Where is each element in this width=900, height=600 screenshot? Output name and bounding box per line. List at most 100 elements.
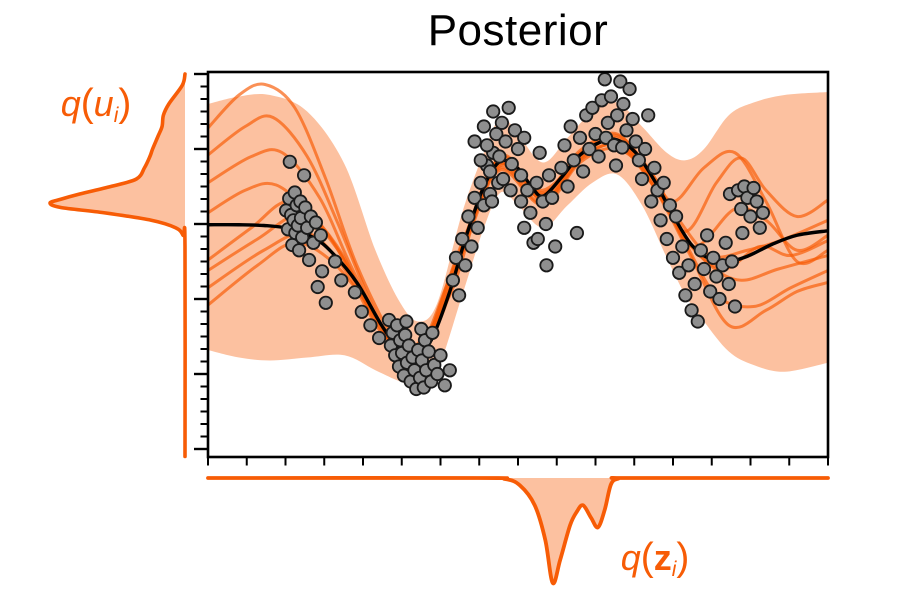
label-subscript: i (113, 103, 119, 127)
data-point (363, 318, 378, 333)
left-density-curve (48, 72, 187, 459)
data-point (532, 145, 547, 160)
data-point (662, 198, 678, 213)
data-point (327, 254, 343, 269)
bottom-density-fill (208, 477, 828, 584)
label-variable: u (93, 83, 114, 124)
data-point (541, 168, 557, 183)
data-point (727, 299, 743, 314)
data-point (503, 183, 518, 198)
data-point (755, 205, 771, 220)
label-close-paren: ) (676, 536, 690, 579)
bottom-marginal-label: q(zi) (580, 536, 730, 582)
data-point (371, 330, 387, 346)
y-axis-ticks (194, 72, 208, 451)
data-point (575, 164, 591, 179)
data-point (619, 123, 634, 138)
data-point (467, 134, 482, 149)
data-point (334, 273, 349, 288)
data-point (706, 250, 721, 265)
data-point (318, 295, 333, 310)
data-point (703, 284, 718, 299)
data-point (484, 194, 500, 209)
data-point (566, 153, 581, 168)
data-point (672, 265, 687, 280)
data-point (538, 216, 554, 232)
data-point (749, 194, 764, 209)
data-point (448, 250, 464, 265)
data-point (634, 171, 650, 187)
data-point (548, 239, 563, 254)
data-point (492, 149, 507, 164)
data-point (442, 363, 457, 378)
data-point (313, 228, 328, 243)
data-point (560, 179, 575, 194)
data-point (470, 220, 485, 235)
data-point (494, 115, 509, 130)
data-point (437, 378, 452, 393)
data-point (734, 201, 749, 217)
data-point (498, 134, 513, 149)
data-point (709, 269, 724, 284)
label-open-paren: ( (640, 536, 654, 579)
data-point (458, 258, 473, 273)
data-point (684, 303, 699, 318)
data-point (582, 141, 597, 157)
data-point (572, 130, 588, 145)
label-func: q (60, 83, 81, 124)
label-variable: z (653, 537, 672, 578)
data-point (641, 108, 656, 123)
data-point (644, 194, 659, 209)
data-point (610, 108, 625, 123)
data-point (690, 314, 705, 329)
data-point (613, 74, 628, 89)
data-point (678, 288, 693, 303)
data-point (430, 366, 445, 382)
data-point (476, 119, 491, 134)
data-point (445, 273, 460, 288)
data-point (291, 243, 307, 258)
data-point (504, 156, 519, 172)
data-point (517, 220, 532, 235)
label-subscript: i (671, 557, 677, 581)
data-point (665, 250, 681, 265)
data-point (464, 239, 479, 254)
data-point (603, 89, 619, 104)
data-point (724, 254, 740, 269)
data-point (539, 258, 554, 273)
data-points (278, 72, 771, 397)
label-open-paren: ( (80, 82, 94, 125)
data-point (523, 205, 538, 220)
left-marginal-label: q(ui) (30, 82, 162, 128)
data-point (625, 111, 640, 127)
data-point (520, 183, 535, 198)
data-point (597, 72, 612, 87)
bottom-density-curve (206, 476, 830, 586)
data-point (473, 175, 488, 190)
data-point (653, 213, 668, 228)
data-point (668, 209, 684, 224)
data-point (712, 291, 727, 307)
x-axis-ticks (207, 457, 829, 466)
data-point (513, 194, 529, 209)
data-point (489, 126, 504, 142)
data-point (354, 304, 369, 319)
data-point (699, 228, 715, 243)
data-point (693, 243, 709, 258)
data-point (461, 209, 476, 224)
data-point (622, 81, 637, 97)
data-point (647, 160, 662, 175)
data-point (616, 96, 631, 112)
data-point (591, 149, 606, 164)
data-point (681, 258, 696, 273)
data-point (399, 314, 414, 329)
data-point (530, 231, 545, 247)
data-point (675, 239, 690, 254)
data-point (718, 235, 733, 250)
data-point (433, 348, 448, 363)
data-point (529, 175, 544, 190)
data-point (615, 140, 630, 155)
data-point (631, 153, 647, 168)
